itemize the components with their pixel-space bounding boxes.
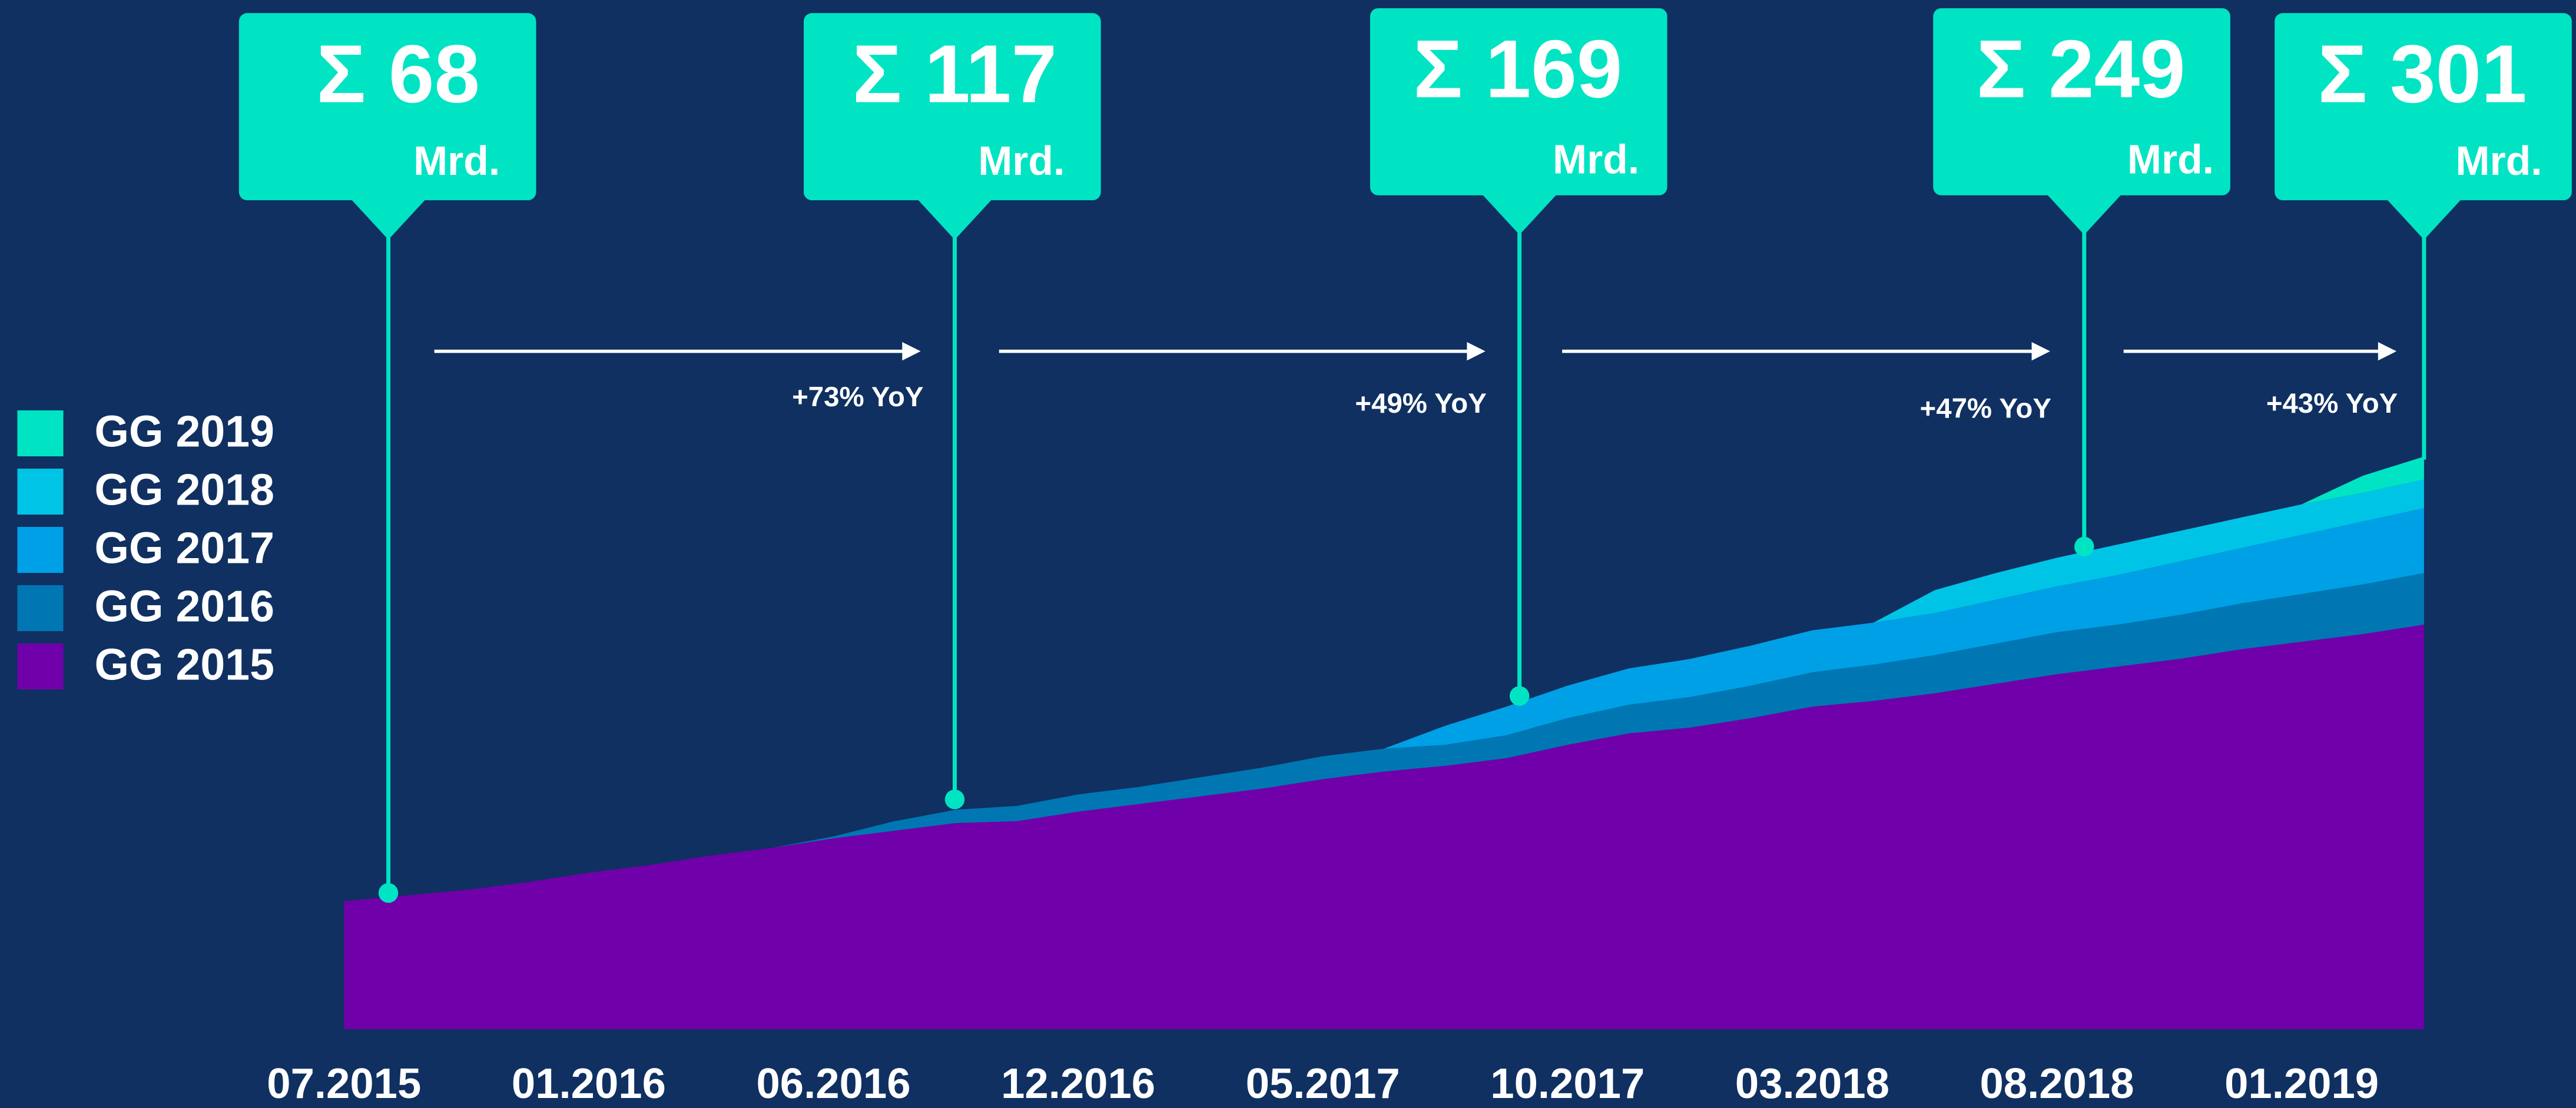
x-axis: 07.2015 01.2016 06.2016 12.2016 05.2017 10.20…	[267, 1060, 2379, 1107]
growth-label: +73% YoY	[792, 382, 923, 413]
x-tick-label: 05.2017	[1246, 1060, 1400, 1107]
callout-pointer	[2044, 192, 2124, 235]
x-tick-label: 06.2016	[757, 1060, 911, 1107]
legend-label: GG 2018	[95, 465, 274, 515]
callout-dot	[944, 789, 965, 810]
callout-total: Σ 301	[2318, 28, 2527, 120]
x-tick-label: 03.2018	[1735, 1060, 1889, 1107]
callout-box	[2275, 13, 2572, 201]
arrow-head	[2031, 341, 2050, 361]
legend-swatch	[17, 585, 64, 632]
callout-dot	[2074, 536, 2094, 557]
legend-swatch	[17, 410, 64, 457]
callout-total: Σ 68	[317, 28, 480, 120]
callouts	[238, 8, 2572, 903]
area	[344, 624, 2424, 1030]
callout-total: Σ 117	[853, 28, 1057, 120]
callout-box	[1370, 8, 1667, 195]
x-tick-label: 08.2018	[1980, 1060, 2134, 1107]
legend-label: GG 2016	[95, 582, 274, 631]
callout-total: Σ 249	[1977, 23, 2186, 115]
arrow-head	[2378, 341, 2397, 361]
legend-label: GG 2019	[95, 407, 274, 456]
legend-label: GG 2017	[95, 523, 274, 573]
arrow-head	[902, 341, 921, 361]
x-tick-label: 01.2016	[512, 1060, 666, 1107]
x-tick-label: 07.2015	[267, 1060, 421, 1107]
growth-label: +47% YoY	[1920, 393, 2051, 424]
callout-pointer	[2384, 197, 2464, 240]
x-tick-label: 01.2019	[2224, 1060, 2379, 1107]
callout-unit: Mrd.	[1553, 136, 1639, 182]
callout-pointer	[349, 197, 428, 240]
callout-unit: Mrd.	[413, 138, 500, 184]
x-tick-label: 10.2017	[1490, 1060, 1645, 1107]
callout-box	[803, 13, 1101, 201]
growth-label: +43% YoY	[2266, 388, 2398, 419]
callout-unit: Mrd.	[2456, 138, 2542, 184]
areas	[344, 456, 2424, 1030]
x-tick-label: 12.2016	[1001, 1060, 1155, 1107]
callout-total: Σ 169	[1413, 23, 1622, 115]
legend-swatch	[17, 469, 64, 515]
legend: GG 2015 GG 2016 GG 2017 GG 2018 GG 2019	[17, 407, 274, 690]
callout-unit: Mrd.	[978, 138, 1065, 184]
callout-dot	[1509, 686, 1530, 706]
arrows	[434, 341, 2397, 361]
callout-box	[238, 13, 536, 201]
callout-pointer	[915, 197, 994, 240]
callout-unit: Mrd.	[2127, 136, 2214, 182]
arrow-head	[1467, 341, 1486, 361]
callout-pointer	[1480, 192, 1559, 235]
callout-box	[1933, 8, 2230, 195]
legend-swatch	[17, 526, 64, 573]
legend-swatch	[17, 643, 64, 690]
callout-dot	[378, 883, 399, 903]
growth-label: +49% YoY	[1355, 388, 1486, 419]
legend-label: GG 2015	[95, 640, 274, 689]
